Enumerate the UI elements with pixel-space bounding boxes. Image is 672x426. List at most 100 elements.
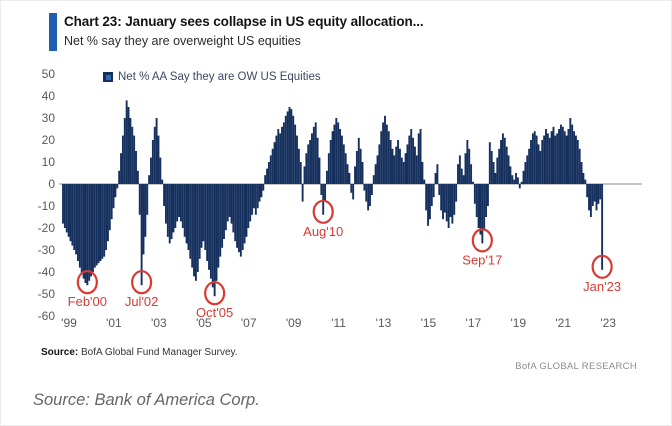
bar (86, 184, 89, 286)
bar (284, 115, 287, 184)
bar (290, 109, 293, 184)
bar (417, 133, 420, 184)
bar (526, 155, 529, 184)
x-tick-label: '11 (331, 316, 346, 330)
annotation-ellipse (591, 254, 613, 279)
bar (213, 184, 216, 297)
bar (329, 140, 332, 184)
bar (200, 184, 203, 248)
x-tick-label: '13 (376, 316, 392, 330)
bar (404, 153, 407, 184)
bar (472, 181, 474, 184)
y-tick-label: 30 (42, 111, 56, 125)
bar (194, 184, 197, 281)
bar (501, 133, 504, 184)
bar (228, 184, 231, 217)
bar (361, 162, 364, 184)
bar (249, 184, 252, 222)
bar (443, 184, 446, 213)
bar (397, 140, 400, 184)
bar (513, 179, 516, 184)
bar (69, 184, 72, 242)
bar (503, 137, 506, 184)
bar (552, 126, 555, 184)
bar (170, 184, 173, 239)
bar (516, 177, 519, 184)
bar (415, 155, 418, 184)
bar (470, 164, 473, 184)
bar (296, 135, 298, 184)
bar (445, 184, 448, 222)
bar (453, 184, 456, 215)
chart-legend: Net % AA Say they are OW US Equities (103, 71, 321, 83)
bar (498, 148, 501, 184)
bar (460, 168, 463, 184)
bar (500, 140, 502, 184)
bar (97, 184, 100, 264)
bar (135, 151, 137, 184)
bar (73, 184, 76, 250)
bar (346, 164, 349, 184)
bar (354, 166, 356, 184)
bar (187, 184, 190, 250)
bar (442, 184, 444, 220)
bar (318, 157, 321, 184)
bar (324, 184, 327, 202)
annotation-ellipse (76, 270, 98, 295)
bar (281, 126, 283, 184)
bar (286, 111, 289, 184)
bar (565, 135, 568, 184)
bar (436, 164, 439, 184)
bar (520, 181, 523, 184)
bar (352, 184, 355, 200)
bar (65, 184, 68, 233)
bar (494, 173, 497, 184)
x-tick-label: '07 (241, 316, 257, 330)
legend-label: Net % AA Say they are OW US Equities (118, 71, 321, 83)
bar (211, 184, 214, 288)
bar (129, 118, 132, 184)
y-tick-label: 50 (42, 67, 56, 81)
bar (560, 124, 562, 184)
bar (593, 184, 596, 202)
bar (63, 184, 66, 228)
bar (462, 175, 465, 184)
bar (537, 144, 540, 184)
y-tick-label: 0 (48, 177, 55, 191)
bar (125, 100, 128, 184)
bar (507, 155, 510, 184)
source-label: Source: (41, 347, 79, 358)
bar (80, 184, 83, 275)
bar (389, 140, 392, 184)
bar (380, 131, 383, 184)
annotation-ellipse (204, 281, 226, 306)
bar (428, 184, 431, 220)
bar (163, 184, 166, 206)
bar (105, 184, 108, 250)
bar (530, 140, 532, 184)
bar (451, 184, 454, 224)
bar (569, 118, 572, 184)
bar (219, 184, 222, 257)
bar (303, 166, 306, 184)
bar (243, 184, 246, 244)
y-tick-label: -50 (38, 287, 56, 301)
bar (486, 184, 489, 206)
accent-bar (49, 13, 57, 51)
bar (309, 140, 312, 184)
bar (574, 135, 577, 184)
bar (412, 137, 415, 184)
bar (447, 184, 450, 228)
bar (116, 184, 119, 189)
bar (301, 184, 304, 202)
x-tick-label: '19 (510, 316, 526, 330)
bar (273, 142, 276, 184)
bar (251, 184, 254, 215)
bar (511, 175, 514, 184)
bar (127, 107, 130, 184)
bar (584, 179, 587, 184)
y-tick-label: -40 (38, 265, 56, 279)
bar (344, 153, 347, 184)
bar (359, 148, 362, 184)
